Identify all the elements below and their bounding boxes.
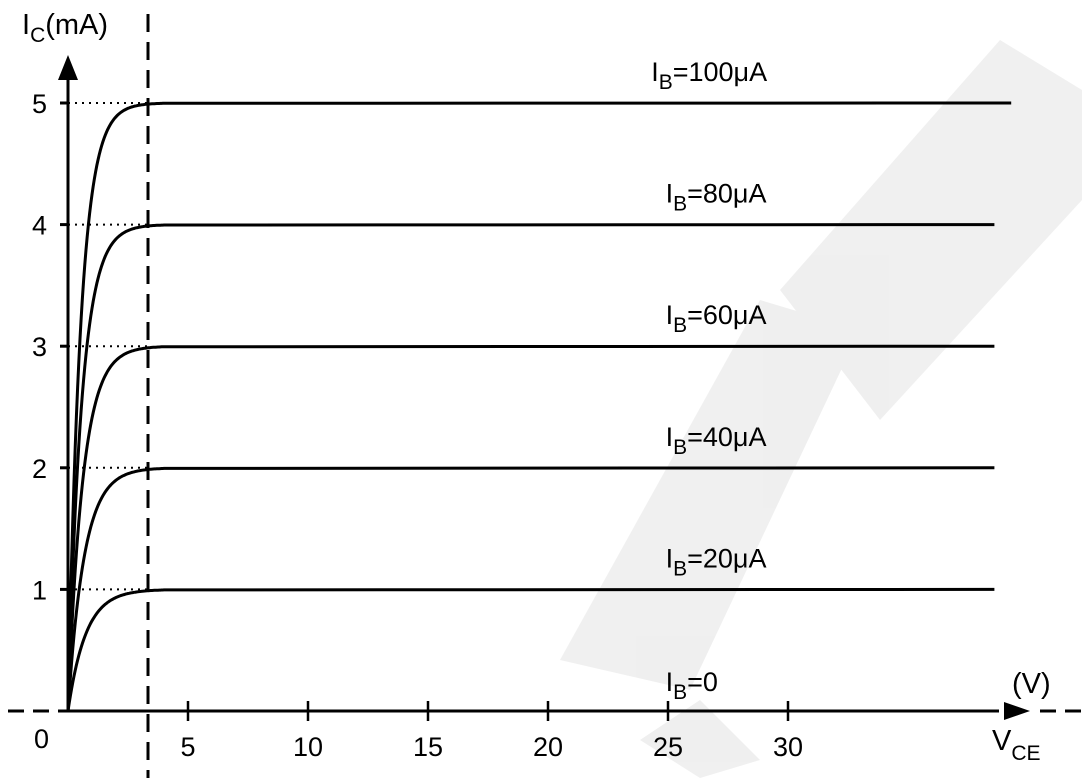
x-axis-arrow <box>1004 702 1030 720</box>
x-tick-label: 25 <box>653 732 683 762</box>
curve-ib-60-a <box>66 344 995 712</box>
y-tick-label: 5 <box>32 89 47 119</box>
y-axis-label: IC(mA) <box>22 9 108 47</box>
curve-ib-20-a <box>66 587 995 712</box>
y-tick-label: 3 <box>32 332 47 362</box>
x-axis-unit: (V) <box>1012 668 1051 700</box>
y-tick-label: 1 <box>32 575 47 605</box>
curve-label: IB=60μA <box>666 300 767 337</box>
x-axis-label: VCE <box>992 725 1041 765</box>
curve-label: IB=80μA <box>666 179 767 216</box>
curve-ib-80-a <box>66 223 995 712</box>
origin-label: 0 <box>34 724 49 754</box>
x-tick-label: 15 <box>413 732 443 762</box>
curve-label: IB=20μA <box>666 543 767 580</box>
curve-ib-40-a <box>66 466 995 712</box>
watermark <box>560 40 1082 778</box>
x-tick-label: 20 <box>533 732 563 762</box>
curve-label: IB=0 <box>666 667 718 704</box>
y-tick-label: 2 <box>32 454 47 484</box>
curve-label: IB=100μA <box>651 57 767 94</box>
y-tick-label: 4 <box>32 211 47 241</box>
x-tick-label: 5 <box>180 732 195 762</box>
curve-ib-100-a <box>66 101 1012 712</box>
x-tick-label: 10 <box>293 732 323 762</box>
x-tick-label: 30 <box>773 732 803 762</box>
y-axis-arrow <box>58 55 78 80</box>
curve-label: IB=40μA <box>666 422 767 459</box>
